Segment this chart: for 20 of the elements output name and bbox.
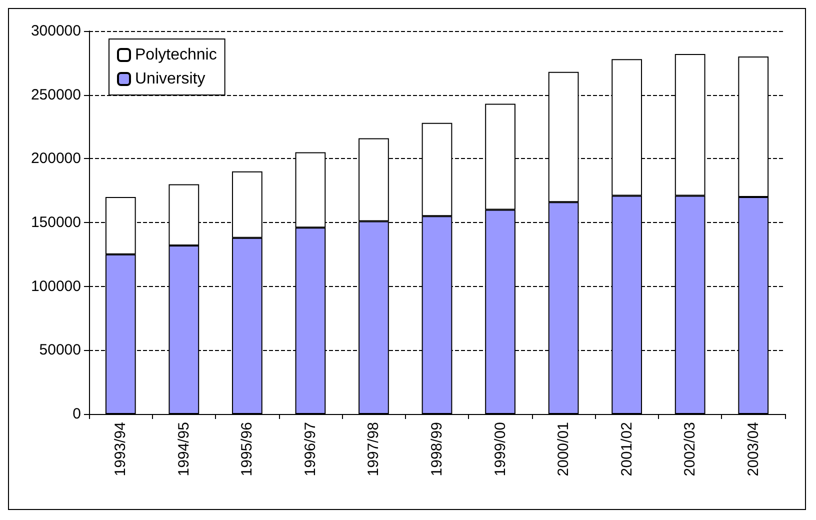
x-tick-label: 2002/03	[682, 422, 699, 476]
x-tick-label: 2001/02	[618, 422, 636, 476]
legend-label: University	[135, 70, 206, 88]
y-tick-label: 150000	[30, 214, 81, 231]
x-tick-label: 2003/04	[744, 422, 762, 476]
y-tick-label: 0	[72, 406, 81, 422]
x-tick-label: 1999/00	[492, 422, 509, 476]
y-tick-label: 200000	[30, 150, 81, 168]
x-tick-label: 1996/97	[302, 422, 319, 476]
x-tick-label: 1997/98	[365, 422, 382, 476]
x-tick-label: 1998/99	[428, 422, 446, 476]
x-tick-label: 1995/96	[238, 422, 256, 476]
legend-label: Polytechnic	[135, 46, 217, 64]
y-tick-label: 50000	[39, 342, 81, 359]
x-tick-label: 2000/01	[555, 422, 572, 476]
y-tick-label: 100000	[30, 278, 81, 295]
y-tick-label: 250000	[30, 86, 81, 104]
x-tick-label: 1994/95	[175, 422, 192, 476]
y-tick-label: 300000	[30, 22, 81, 40]
x-tick-label: 1993/94	[112, 422, 130, 476]
